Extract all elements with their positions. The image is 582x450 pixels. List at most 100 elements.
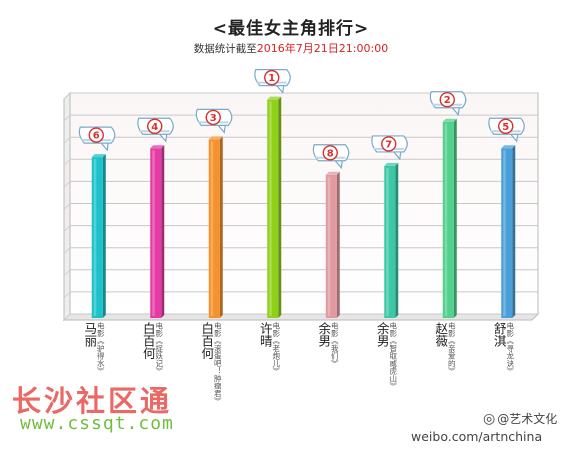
bar [91, 154, 106, 318]
weibo-icon: ◎ [483, 411, 496, 427]
subtitle-date: 2016年7月21日21:00:00 [256, 42, 389, 55]
bar [325, 171, 340, 318]
rank-number: 1 [268, 73, 275, 84]
bar-front [501, 148, 513, 318]
grid-line-side [63, 247, 71, 255]
rank-badge: 3 [195, 108, 233, 134]
film-title: 电影《寻龙诀》 [505, 322, 515, 375]
rank-circle [264, 69, 280, 86]
bar-front [267, 99, 279, 318]
bar [442, 118, 457, 318]
rank-badge: 2 [429, 91, 467, 117]
rank-badge: 7 [371, 135, 408, 161]
rank-number: 8 [327, 148, 334, 159]
bar-front [442, 121, 454, 318]
bar-side [161, 145, 165, 318]
bar-highlight [93, 159, 97, 316]
chart-subtitle: 数据统计截至2016年7月21日21:00:00 [0, 40, 582, 56]
bar-highlight [210, 141, 214, 316]
grid-line-side [63, 313, 71, 321]
bar [150, 145, 165, 318]
bar [384, 162, 399, 318]
actress-name: 白百何 [140, 322, 156, 360]
actress-name: 余男 [374, 322, 390, 347]
category-label: 白百何 电影《捉妖记》 [140, 322, 165, 422]
grid-line-side [63, 114, 71, 122]
bar-highlight [152, 150, 155, 316]
actress-name: 马丽 [82, 322, 98, 347]
bar-side [512, 145, 516, 318]
film-title: 电影《老炮儿》 [271, 322, 281, 375]
bar-side [336, 171, 340, 318]
category-label: 赵薇 电影《亲爱的》 [433, 322, 457, 422]
rank-badge: 1 [254, 69, 291, 95]
grid-line-side [63, 136, 71, 144]
actress-name: 白百何 [199, 322, 215, 360]
film-title: 电影《捉妖记》 [154, 322, 164, 375]
grid-line-side [63, 225, 71, 232]
bar-top [325, 171, 340, 175]
chart-title: <最佳女主角排行> [212, 19, 370, 39]
bar-highlight [269, 101, 272, 316]
rank-circle [322, 145, 338, 161]
category-label: 马丽 电影《驴得水》 [82, 322, 106, 422]
bar-front [325, 174, 337, 318]
rank-circle [439, 92, 455, 108]
bar [267, 96, 282, 318]
bar-side [395, 162, 399, 318]
grid-line-side [63, 181, 71, 188]
bar-top [442, 118, 457, 122]
grid-line-side [63, 203, 71, 210]
rank-circle [498, 118, 514, 134]
bar-front [150, 148, 162, 318]
bar-side [278, 96, 282, 318]
film-title: 电影《滚蛋吧！肿瘤君》 [213, 322, 223, 405]
bar-side [102, 154, 106, 318]
category-label: 白百何 电影《滚蛋吧！肿瘤君》 [199, 322, 223, 422]
rank-badge: 6 [78, 126, 116, 152]
rank-number: 7 [385, 139, 392, 150]
bar-front [384, 165, 396, 318]
category-label: 许晴 电影《老炮儿》 [257, 322, 282, 422]
film-title: 电影《智取威虎山》 [388, 322, 398, 390]
actress-name: 余男 [316, 322, 332, 347]
rank-number: 5 [502, 122, 509, 133]
actress-name: 许晴 [257, 322, 273, 347]
rank-badge: 4 [137, 117, 174, 143]
bar-highlight [386, 167, 389, 316]
rank-number: 3 [210, 113, 217, 124]
rank-badge: 8 [312, 144, 350, 170]
rank-badge: 5 [488, 117, 525, 143]
plot-area [62, 91, 540, 322]
bar-side [453, 118, 457, 318]
bar [208, 136, 223, 318]
bar-highlight [503, 150, 506, 316]
grid-line-side [63, 269, 71, 277]
rank-circle [205, 109, 221, 126]
bar-side [219, 136, 223, 318]
bar-top [501, 145, 516, 149]
actress-name: 舒淇 [491, 322, 507, 347]
bar-top [91, 154, 106, 158]
film-title: 电影《亲爱的》 [447, 322, 457, 375]
grid-lines [63, 92, 538, 321]
film-title: 电影《驴得水》 [96, 322, 106, 375]
bar-front [91, 157, 103, 318]
bar-top [150, 145, 165, 149]
rank-circle [147, 118, 163, 134]
weibo-handle-text: @艺术文化 [497, 412, 558, 426]
bar-top [267, 96, 282, 100]
watermark-site-name: 长沙社区通 [12, 384, 173, 418]
category-label: 舒淇 电影《寻龙诀》 [491, 322, 516, 422]
rank-circle [381, 136, 397, 152]
category-label: 余男 电影《智取威虎山》 [374, 322, 399, 422]
bar-top [208, 136, 223, 140]
bar-highlight [444, 123, 448, 316]
watermark-weibo-url: weibo.com/artnchina [411, 429, 543, 444]
bars-group [91, 96, 516, 318]
watermark-site-url: www.cssqt.com [20, 413, 174, 434]
category-label: 余男 电影《我们》 [316, 322, 340, 422]
film-title: 电影《我们》 [330, 322, 340, 367]
rank-number: 2 [444, 95, 451, 106]
